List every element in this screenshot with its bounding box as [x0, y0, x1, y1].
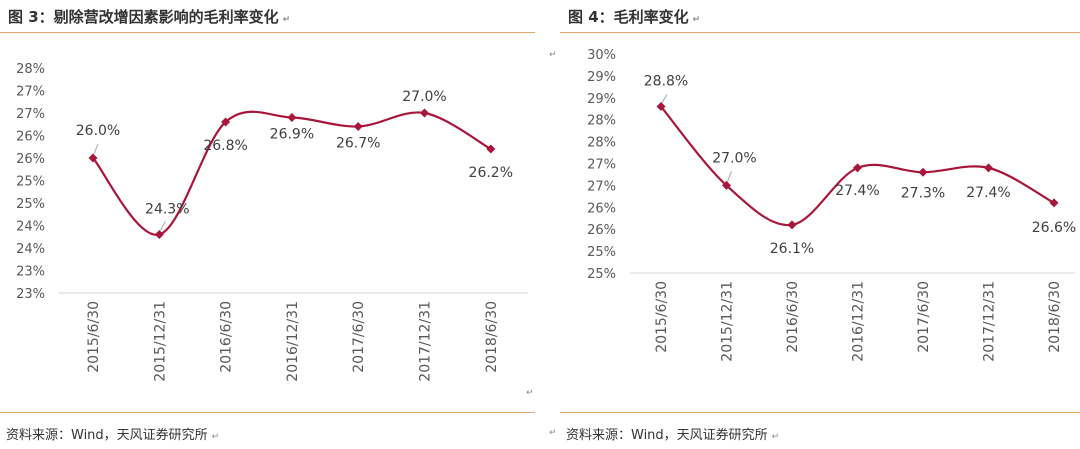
paragraph-mark-icon: ↵	[282, 15, 291, 25]
data-point-marker	[88, 153, 98, 163]
y-tick-label: 30%	[587, 48, 616, 63]
x-tick-label: 2017/6/30	[351, 301, 367, 373]
y-tick-label: 26%	[587, 201, 616, 216]
data-label: 24.3%	[145, 202, 189, 218]
source-divider	[560, 412, 1080, 413]
title-divider	[560, 32, 1080, 33]
x-tick-label: 2015/12/31	[720, 281, 736, 362]
data-point-marker	[420, 108, 429, 118]
data-label: 26.1%	[770, 241, 814, 257]
paragraph-mark-icon: ↵	[526, 388, 534, 398]
figure-4-title: 图 4：毛利率变化 ↵	[568, 8, 701, 26]
y-tick-label: 27%	[16, 85, 45, 100]
x-tick-label: 2018/6/30	[1047, 281, 1063, 353]
data-point-marker	[1049, 198, 1059, 208]
y-tick-label: 29%	[587, 92, 616, 107]
data-label: 26.7%	[336, 136, 380, 152]
y-tick-label: 29%	[587, 70, 616, 85]
y-tick-label: 27%	[587, 158, 616, 173]
y-tick-label: 25%	[16, 197, 45, 212]
y-tick-label: 25%	[16, 175, 45, 190]
y-tick-label: 24%	[16, 220, 45, 235]
data-label-leader	[159, 221, 166, 231]
y-tick-label: 25%	[587, 267, 616, 282]
data-label: 27.4%	[835, 183, 879, 199]
x-tick-label: 2017/6/30	[916, 281, 932, 353]
y-tick-label: 28%	[16, 62, 45, 77]
data-point-marker	[287, 113, 297, 122]
figure-3-panel: 图 3：剔除营改增因素影响的毛利率变化 ↵ 23% 23% 24% 24% 25% 25% 2…	[0, 0, 535, 449]
data-label-leader	[727, 171, 732, 182]
y-tick-label: 27%	[16, 107, 45, 122]
y-tick-label: 25%	[587, 245, 616, 260]
data-label: 27.0%	[712, 150, 756, 166]
x-tick-label: 2017/12/31	[418, 301, 434, 382]
paragraph-mark-icon: ↵	[692, 15, 701, 25]
data-point-marker	[722, 180, 731, 190]
data-label: 26.6%	[1032, 220, 1076, 236]
figure-4-panel: 图 4：毛利率变化 ↵ 25% 25% 26% 26% 27% 27% 28% 28% 29% 29…	[560, 0, 1080, 449]
data-label: 27.0%	[402, 89, 446, 105]
x-tick-label: 2017/12/31	[982, 281, 998, 362]
data-label: 26.8%	[203, 138, 247, 154]
paragraph-mark-icon: ↵	[549, 50, 557, 60]
paragraph-mark-icon: ↵	[771, 432, 780, 442]
x-tick-label: 2016/12/31	[285, 301, 301, 382]
y-tick-label: 26%	[587, 223, 616, 238]
data-point-marker	[486, 144, 496, 154]
data-label: 26.0%	[76, 123, 120, 139]
data-point-marker	[984, 163, 993, 173]
data-point-marker	[221, 117, 231, 127]
y-tick-label: 27%	[587, 179, 616, 194]
data-label: 26.9%	[270, 127, 314, 143]
x-tick-label: 2015/6/30	[654, 281, 670, 353]
data-label-leader	[93, 143, 99, 155]
margin-excluding-vat-reform-chart: 23% 23% 24% 24% 25% 25% 26% 26% 27% 27% 28% 2015/6/…	[16, 62, 528, 382]
gross-margin-chart: 25% 25% 26% 26% 27% 27% 28% 28% 29% 29% 30% 2015/6/…	[587, 48, 1076, 362]
data-point-marker	[787, 220, 797, 230]
y-tick-label: 28%	[587, 136, 616, 151]
y-tick-label: 28%	[587, 114, 616, 129]
data-point-marker	[918, 167, 928, 177]
data-point-marker	[853, 163, 862, 173]
y-tick-label: 26%	[16, 130, 45, 145]
data-point-marker	[656, 102, 666, 112]
figure-3-source: 资料来源：Wind，天风证券研究所 ↵	[6, 428, 220, 443]
data-label: 26.2%	[469, 165, 513, 181]
x-tick-label: 2016/6/30	[219, 301, 235, 373]
title-divider	[0, 32, 535, 33]
source-divider	[0, 412, 535, 413]
x-tick-label: 2016/12/31	[851, 281, 867, 362]
paragraph-mark-icon: ↵	[211, 432, 220, 442]
x-tick-label: 2016/6/30	[785, 281, 801, 353]
y-tick-label: 24%	[16, 242, 45, 257]
x-tick-label: 2015/6/30	[86, 301, 102, 373]
y-tick-label: 26%	[16, 152, 45, 167]
x-tick-label: 2015/12/31	[152, 301, 168, 382]
data-point-marker	[353, 122, 363, 131]
figure-3-title: 图 3：剔除营改增因素影响的毛利率变化 ↵	[8, 8, 291, 26]
paragraph-mark-icon: ↵	[549, 428, 557, 438]
data-label: 27.3%	[901, 185, 945, 201]
data-point-marker	[154, 230, 164, 239]
y-tick-label: 23%	[16, 265, 45, 280]
figure-4-source: 资料来源：Wind，天风证券研究所 ↵	[566, 428, 780, 443]
data-label: 28.8%	[644, 74, 688, 90]
x-tick-label: 2018/6/30	[484, 301, 500, 373]
data-label: 27.4%	[966, 185, 1010, 201]
data-label-leader	[661, 94, 668, 103]
y-tick-label: 23%	[16, 287, 45, 302]
